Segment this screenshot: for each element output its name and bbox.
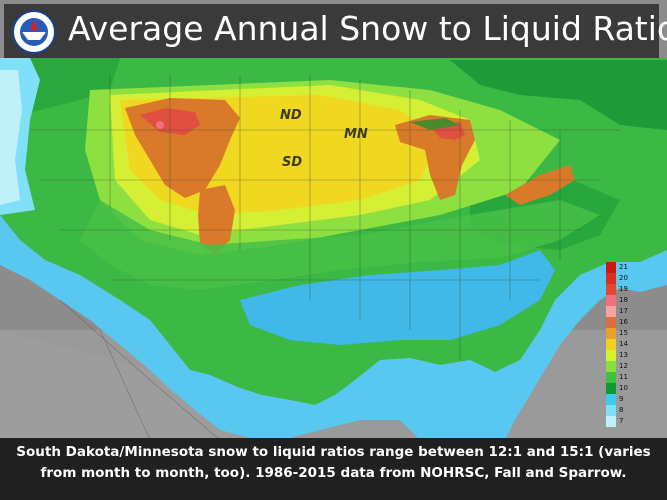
noaa-nws-logo-icon <box>12 10 56 54</box>
legend-label: 18 <box>619 296 628 304</box>
state-label-mn: MN <box>344 127 368 142</box>
legend-swatch <box>606 273 616 284</box>
legend-label: 7 <box>619 417 624 425</box>
legend-swatch <box>606 295 616 306</box>
legend-swatch <box>606 306 616 317</box>
southern-band <box>0 215 667 440</box>
legend-item: 7 <box>606 416 624 427</box>
legend-swatch <box>606 416 616 427</box>
legend-label: 8 <box>619 406 624 414</box>
caption-line-2: from month to month, too). 1986-2015 dat… <box>40 465 627 481</box>
legend-swatch <box>606 383 616 394</box>
legend-item: 21 <box>606 262 628 273</box>
legend-item: 8 <box>606 405 624 416</box>
color-legend: 21 20 19 18 17 16 15 14 13 12 11 10 9 8 7 <box>606 262 628 427</box>
caption-line-1: South Dakota/Minnesota snow to liquid ra… <box>16 444 651 460</box>
legend-label: 15 <box>619 329 628 337</box>
legend-label: 11 <box>619 373 628 381</box>
legend-swatch <box>606 284 616 295</box>
legend-swatch <box>606 350 616 361</box>
state-label-sd: SD <box>282 155 303 170</box>
title-bar: Average Annual Snow to Liquid Ratio <box>4 4 667 58</box>
legend-label: 21 <box>619 263 628 271</box>
legend-swatch <box>606 317 616 328</box>
legend-item: 12 <box>606 361 628 372</box>
legend-item: 18 <box>606 295 628 306</box>
page-title: Average Annual Snow to Liquid Ratio <box>68 9 667 48</box>
legend-item: 15 <box>606 328 628 339</box>
legend-label: 17 <box>619 307 628 315</box>
legend-swatch <box>606 328 616 339</box>
legend-label: 10 <box>619 384 628 392</box>
legend-swatch <box>606 262 616 273</box>
legend-label: 16 <box>619 318 628 326</box>
legend-item: 16 <box>606 317 628 328</box>
legend-item: 19 <box>606 284 628 295</box>
legend-swatch <box>606 394 616 405</box>
legend-swatch <box>606 372 616 383</box>
caption: South Dakota/Minnesota snow to liquid ra… <box>0 438 667 500</box>
legend-item: 20 <box>606 273 628 284</box>
legend-swatch <box>606 405 616 416</box>
legend-item: 11 <box>606 372 628 383</box>
legend-label: 19 <box>619 285 628 293</box>
legend-item: 13 <box>606 350 628 361</box>
legend-swatch <box>606 339 616 350</box>
legend-label: 12 <box>619 362 628 370</box>
legend-swatch <box>606 361 616 372</box>
legend-item: 10 <box>606 383 628 394</box>
legend-label: 20 <box>619 274 628 282</box>
legend-label: 9 <box>619 395 624 403</box>
legend-item: 14 <box>606 339 628 350</box>
legend-item: 17 <box>606 306 628 317</box>
legend-label: 13 <box>619 351 628 359</box>
state-label-nd: ND <box>280 108 302 123</box>
legend-label: 14 <box>619 340 628 348</box>
legend-item: 9 <box>606 394 624 405</box>
